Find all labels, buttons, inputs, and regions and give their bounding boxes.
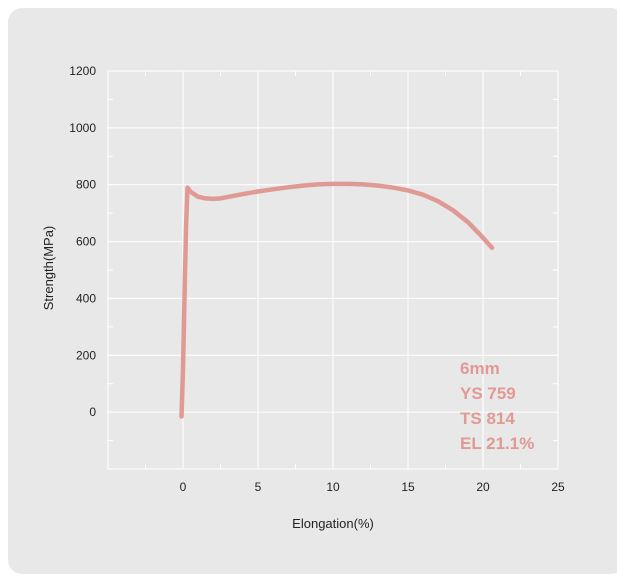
y-tick-label: 0 [89,405,96,419]
y-axis-label: Strength(MPa) [41,226,56,311]
x-tick-label: 25 [551,480,565,494]
annotation-block: 6mm YS 759 TS 814 EL 21.1% [460,359,534,453]
y-tick-label: 600 [76,235,96,249]
tick-marks [107,70,559,470]
x-axis-label: Elongation(%) [292,516,374,531]
x-tick-label: 10 [326,480,340,494]
y-tick-label: 400 [76,291,96,305]
x-tick-labels: 0 5 10 15 20 25 [180,480,565,494]
x-tick-label: 20 [476,480,490,494]
annotation-line: TS 814 [460,409,515,428]
stress-strain-chart: 0 5 10 15 20 25 0 200 400 600 800 1000 1200 Elongat… [41,64,565,531]
annotation-line: YS 759 [460,384,516,403]
series-line [179,181,495,419]
x-tick-label: 0 [180,480,187,494]
y-tick-label: 1200 [69,64,96,78]
y-tick-label: 200 [76,348,96,362]
x-tick-label: 15 [401,480,415,494]
annotation-line: EL 21.1% [460,434,534,453]
y-tick-label: 1000 [69,121,96,135]
y-tick-labels: 0 200 400 600 800 1000 1200 [69,64,96,419]
annotation-line: 6mm [460,359,500,378]
chart-card [8,8,617,574]
x-tick-label: 5 [255,480,262,494]
y-tick-label: 800 [76,178,96,192]
